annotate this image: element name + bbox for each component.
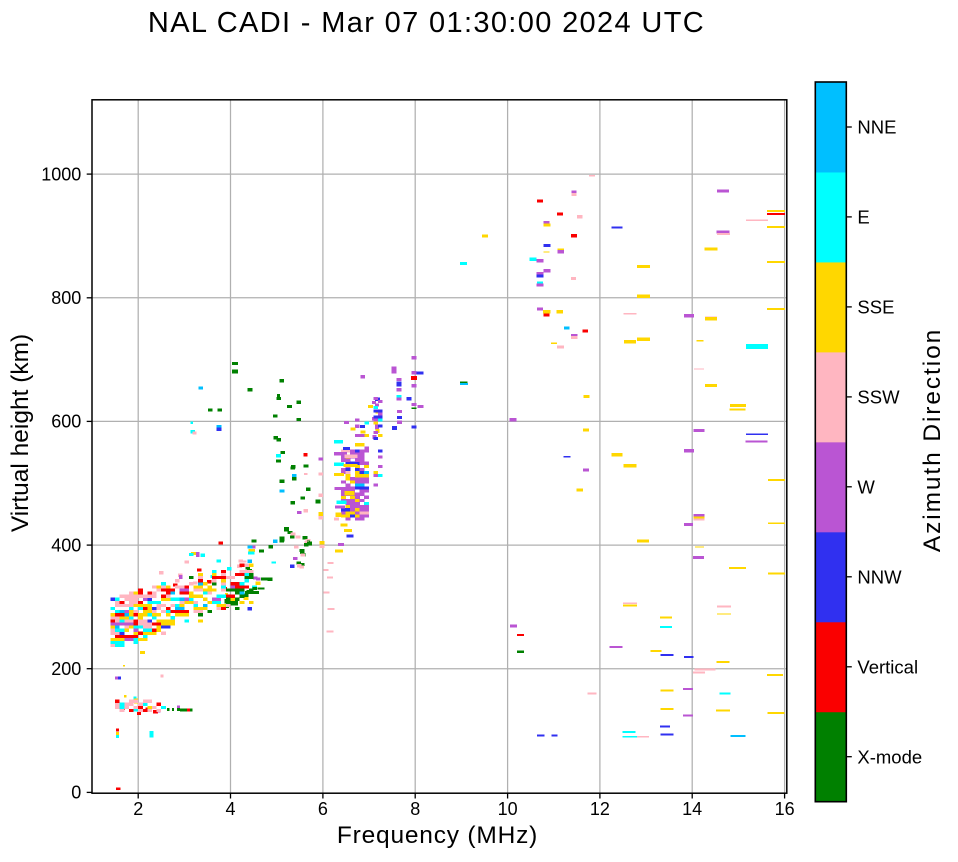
svg-text:Azimuth Direction: Azimuth Direction xyxy=(919,328,946,552)
svg-text:Vertical: Vertical xyxy=(857,656,918,677)
svg-text:Virtual height (km): Virtual height (km) xyxy=(7,334,34,532)
svg-text:Frequency (MHz): Frequency (MHz) xyxy=(337,822,538,849)
svg-text:W: W xyxy=(857,476,875,497)
svg-text:16: 16 xyxy=(775,799,795,819)
svg-text:800: 800 xyxy=(51,288,81,308)
svg-text:NNE: NNE xyxy=(857,117,896,138)
svg-text:14: 14 xyxy=(682,799,702,819)
svg-text:NAL CADI - Mar 07 01:30:00 202: NAL CADI - Mar 07 01:30:00 2024 UTC xyxy=(148,7,705,39)
svg-text:10: 10 xyxy=(498,799,518,819)
svg-text:X-mode: X-mode xyxy=(857,746,922,767)
svg-text:SSW: SSW xyxy=(857,387,900,408)
svg-text:12: 12 xyxy=(590,799,610,819)
svg-text:400: 400 xyxy=(51,535,81,555)
svg-text:4: 4 xyxy=(225,799,235,819)
svg-text:600: 600 xyxy=(51,412,81,432)
svg-text:8: 8 xyxy=(410,799,420,819)
svg-text:6: 6 xyxy=(318,799,328,819)
svg-text:NNW: NNW xyxy=(857,566,902,587)
svg-text:1000: 1000 xyxy=(41,164,81,184)
svg-text:0: 0 xyxy=(71,783,81,803)
svg-text:2: 2 xyxy=(133,799,143,819)
svg-text:SSE: SSE xyxy=(857,297,894,318)
svg-text:200: 200 xyxy=(51,659,81,679)
svg-text:E: E xyxy=(857,207,869,228)
